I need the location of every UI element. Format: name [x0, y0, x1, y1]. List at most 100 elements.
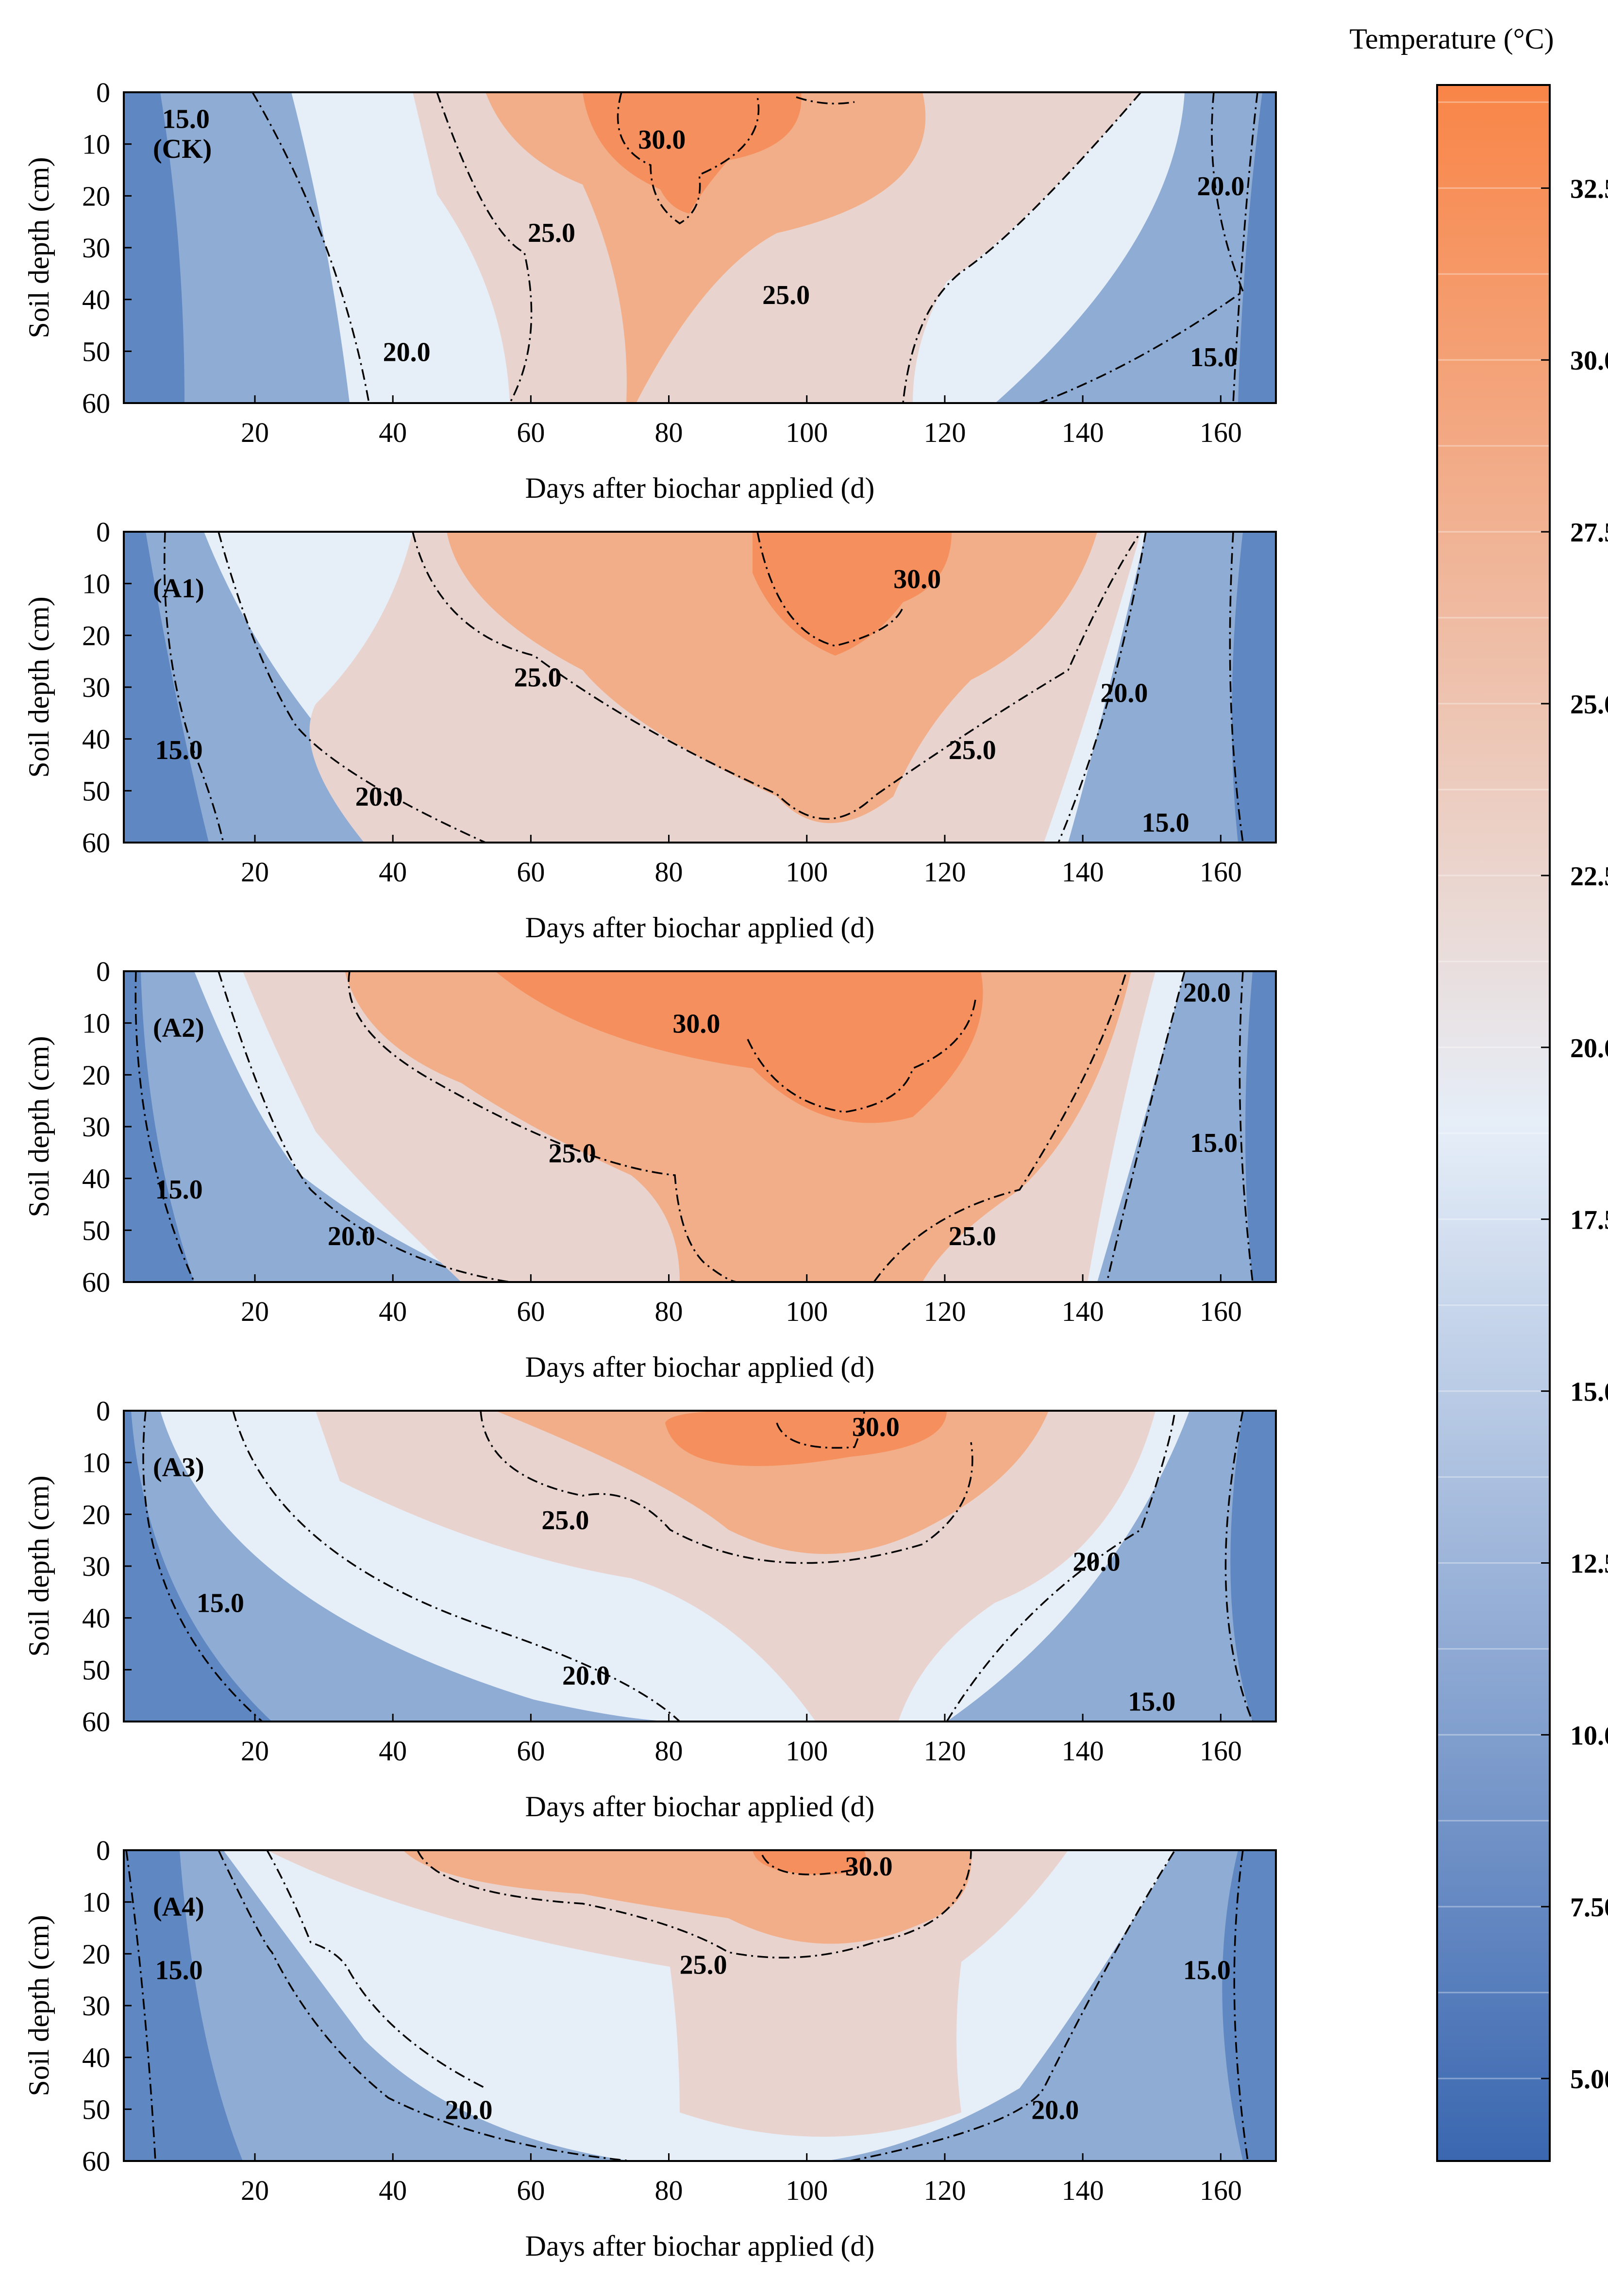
x-axis-label: Days after biochar applied (d): [525, 2230, 875, 2262]
contour-label: 15.0: [1183, 1955, 1231, 1985]
contour-labels: 30.0 25.0 20.0 15.0 20.0 15.0: [197, 1412, 1175, 1717]
x-tick-label: 100: [786, 417, 828, 448]
contour-label: 25.0: [528, 218, 575, 248]
x-tick-label: 40: [379, 2175, 407, 2206]
band-cold-right: [825, 1850, 1276, 2161]
x-tick-label: 160: [1200, 2175, 1242, 2206]
band-coldest-right: [1245, 971, 1276, 1282]
band-hottest: [753, 532, 952, 656]
band-cold-right: [1068, 532, 1276, 843]
x-tick-label: 20: [241, 856, 269, 888]
x-tick-label: 100: [786, 856, 828, 888]
x-tick-label: 80: [655, 417, 683, 448]
contour-labels: 15.0 30.0 20.0 25.0 25.0 20.0 15.0: [162, 104, 1244, 372]
x-tick-label: 140: [1062, 1735, 1104, 1767]
band-cold-right: [995, 92, 1276, 403]
y-tick-label: 30: [82, 1551, 110, 1582]
x-tick-label: 60: [517, 2175, 545, 2206]
x-tick-label: 120: [923, 1735, 966, 1767]
contour-labels: 30.0 25.0 20.0 15.0 25.0 20.0 15.0: [155, 564, 1189, 838]
contour-label: 30.0: [852, 1412, 900, 1442]
contour-lines: [142, 1410, 1254, 1722]
band-hottest: [665, 1411, 947, 1466]
y-tick-label: 30: [82, 1111, 110, 1143]
colorbar-tick-label: 25.0: [1570, 690, 1608, 720]
y-tick-label: 60: [82, 827, 110, 859]
contour-labels: 30.0 15.0 25.0 15.0 20.0 20.0: [155, 1852, 1231, 2125]
x-tick-label: 160: [1200, 1296, 1242, 1327]
contour-label: 25.0: [541, 1505, 589, 1536]
panel-a3: (A3) 30.0 25.0 20.0 15.0 20.0 15.0: [123, 1410, 1277, 1722]
band-coldest-left: [124, 92, 184, 403]
contour-label: 15.0: [1142, 808, 1189, 838]
x-axis-label: Days after biochar applied (d): [525, 1790, 875, 1823]
colorbar-frame: [1436, 84, 1551, 2162]
band-coldest-left: [124, 1411, 272, 1722]
band-cold-right: [947, 1411, 1276, 1722]
y-tick-label: 0: [96, 956, 110, 987]
contour-label: 25.0: [680, 1950, 727, 1980]
contour-label: 30.0: [893, 564, 941, 594]
band-hottest: [495, 971, 983, 1123]
contour-lines: [251, 91, 1258, 404]
y-tick-label: 30: [82, 672, 110, 703]
band-coldest-right: [1230, 1411, 1276, 1722]
y-axis-label: Soil depth (cm): [23, 596, 55, 777]
contour-label: 15.0: [1190, 1128, 1238, 1158]
panel-tag: (A2): [153, 1013, 204, 1043]
panel-tag: (A4): [153, 1892, 204, 1922]
x-tick-label: 100: [786, 1296, 828, 1327]
x-tick-label: 100: [786, 1735, 828, 1767]
x-tick-label: 140: [1062, 2175, 1104, 2206]
y-axis-label: Soil depth (cm): [23, 1475, 55, 1656]
panel-tag: (A3): [153, 1452, 204, 1483]
x-tick-label: 20: [241, 417, 269, 448]
contour-field: [124, 1850, 1276, 2161]
y-tick-label: 40: [82, 724, 110, 755]
y-tick-label: 10: [82, 568, 110, 600]
contour-label: 30.0: [845, 1852, 893, 1882]
x-tick-label: 80: [655, 856, 683, 888]
x-tick-label: 60: [517, 1735, 545, 1767]
panel-a2: (A2) 20.0 30.0 15.0 25.0 15.0 25.0 20.0: [123, 970, 1277, 1283]
band-hottest: [753, 1850, 866, 1874]
x-tick-label: 60: [517, 417, 545, 448]
contour-label: 15.0: [197, 1588, 244, 1619]
colorbar-tick-label: 12.5: [1570, 1549, 1608, 1579]
y-tick-label: 10: [82, 1447, 110, 1479]
y-axis-label: Soil depth (cm): [23, 1036, 55, 1217]
colorbar-tick-label: 5.00: [1570, 2064, 1608, 2094]
colorbar-tick-label: 7.50: [1570, 1892, 1608, 1923]
x-axis-label: Days after biochar applied (d): [525, 912, 875, 944]
contour-field: [124, 1411, 1276, 1722]
contour-label: 20.0: [1100, 678, 1148, 709]
contour-label: 20.0: [383, 337, 431, 367]
y-tick-label: 40: [82, 1603, 110, 1634]
x-tick-label: 20: [241, 1296, 269, 1327]
y-tick-label: 20: [82, 180, 110, 212]
contour-label: 20.0: [1183, 978, 1231, 1008]
y-tick-label: 50: [82, 1654, 110, 1686]
contour-label: 20.0: [1073, 1547, 1121, 1577]
x-tick-label: 20: [241, 1735, 269, 1767]
contour-label: 15.0: [162, 104, 210, 134]
y-tick-label: 40: [82, 1163, 110, 1195]
band-hot: [447, 532, 1097, 823]
contour-lines: [134, 971, 1254, 1283]
contour-label: 20.0: [445, 2095, 492, 2125]
y-tick-label: 50: [82, 2093, 110, 2125]
band-coldest-left: [124, 1850, 243, 2161]
y-tick-label: 60: [82, 1706, 110, 1738]
x-tick-label: 80: [655, 1735, 683, 1767]
contour-label: 30.0: [672, 1009, 720, 1039]
x-tick-label: 140: [1062, 856, 1104, 888]
colorbar-title: Temperature (°C): [1349, 23, 1554, 55]
band-coldest-left: [124, 532, 209, 843]
band-hottest: [583, 92, 802, 214]
y-tick-label: 50: [82, 336, 110, 367]
x-tick-label: 40: [379, 417, 407, 448]
contour-label: 15.0: [155, 1175, 203, 1205]
band-coldest-right: [1232, 532, 1276, 843]
contour-label: 25.0: [949, 1221, 996, 1251]
contour-lines: [125, 1850, 1249, 2162]
